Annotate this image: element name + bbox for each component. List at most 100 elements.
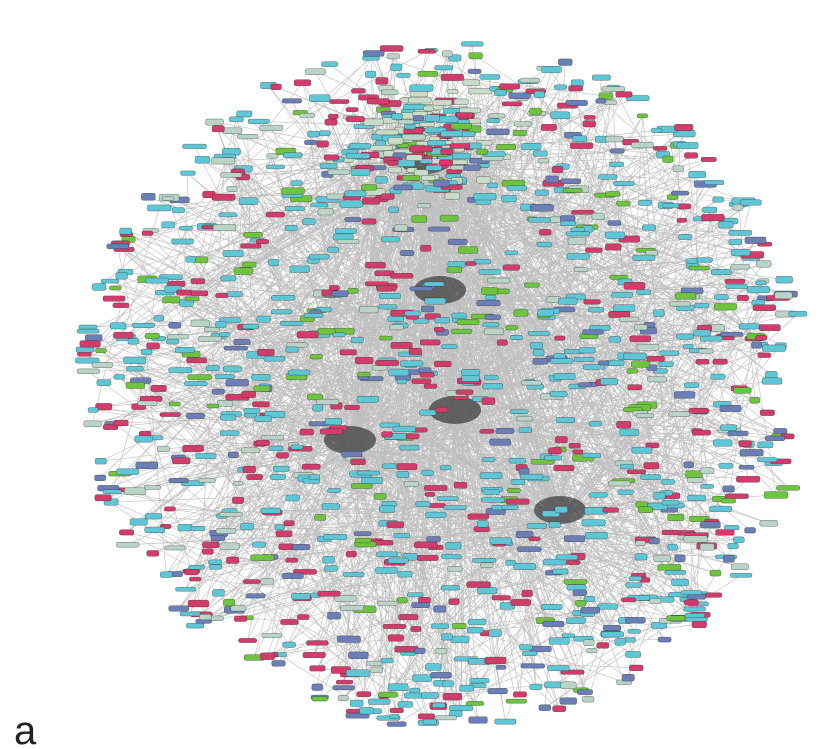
node: [569, 443, 581, 448]
node: [307, 394, 323, 400]
node: [167, 334, 188, 339]
node: [76, 347, 94, 352]
node: [256, 440, 270, 446]
node: [739, 441, 752, 447]
node: [261, 579, 274, 585]
node: [180, 612, 201, 616]
node: [608, 221, 621, 226]
node: [435, 407, 448, 412]
node: [660, 351, 680, 356]
node: [598, 175, 617, 180]
node: [116, 273, 128, 280]
node: [724, 525, 739, 530]
node: [480, 473, 502, 479]
node: [700, 544, 714, 551]
node: [553, 569, 569, 574]
node: [441, 131, 463, 137]
node: [487, 129, 510, 135]
node: [702, 207, 717, 212]
node: [689, 171, 706, 178]
node: [138, 401, 158, 406]
node: [280, 321, 303, 325]
node: [502, 505, 519, 510]
node: [282, 573, 303, 579]
node: [130, 519, 147, 525]
node: [765, 371, 777, 378]
node: [629, 576, 642, 581]
node: [636, 502, 648, 508]
node: [714, 304, 737, 311]
node: [597, 643, 609, 649]
node: [276, 531, 292, 537]
node: [470, 678, 490, 683]
node: [381, 90, 398, 95]
node: [467, 582, 491, 588]
node: [294, 80, 311, 86]
node: [481, 498, 504, 503]
node: [349, 143, 371, 148]
node: [291, 181, 303, 186]
node: [739, 324, 760, 329]
node: [183, 445, 204, 452]
node: [414, 648, 425, 654]
node: [479, 269, 501, 274]
node: [325, 119, 337, 125]
node: [539, 705, 551, 711]
node: [627, 369, 638, 374]
node: [189, 577, 201, 581]
node: [297, 332, 318, 339]
node: [538, 158, 549, 163]
node: [564, 536, 585, 542]
node: [266, 165, 285, 169]
node: [320, 429, 342, 435]
node: [440, 465, 451, 470]
node: [147, 343, 160, 349]
node: [184, 381, 207, 385]
node: [227, 186, 238, 191]
node: [564, 580, 587, 585]
node: [586, 248, 603, 253]
node: [611, 292, 632, 297]
node: [481, 288, 498, 295]
node: [613, 305, 635, 312]
node: [572, 136, 586, 142]
node: [284, 521, 295, 526]
node: [616, 92, 633, 98]
node: [191, 320, 210, 327]
node: [451, 329, 472, 334]
node: [216, 321, 226, 328]
node: [252, 374, 271, 380]
node: [513, 692, 527, 697]
node: [494, 90, 506, 96]
node: [721, 498, 736, 503]
node: [335, 229, 357, 234]
node: [261, 436, 284, 440]
node: [304, 140, 317, 144]
node: [468, 69, 481, 74]
node: [443, 693, 462, 700]
node: [101, 279, 119, 283]
node: [756, 281, 767, 285]
node: [340, 605, 363, 610]
node: [632, 447, 652, 453]
node: [760, 520, 778, 526]
node: [175, 587, 196, 591]
node: [753, 305, 776, 311]
node: [419, 368, 432, 373]
node: [514, 122, 532, 127]
node: [239, 638, 257, 642]
node: [413, 116, 424, 121]
node: [519, 645, 532, 650]
node: [701, 157, 717, 161]
node: [554, 353, 566, 358]
node: [596, 99, 606, 104]
node: [285, 206, 305, 210]
node: [304, 313, 323, 317]
node: [757, 458, 777, 462]
node: [188, 375, 212, 380]
node: [546, 176, 559, 183]
node: [329, 286, 339, 291]
node: [364, 119, 384, 126]
node: [400, 445, 420, 450]
node: [223, 250, 243, 256]
